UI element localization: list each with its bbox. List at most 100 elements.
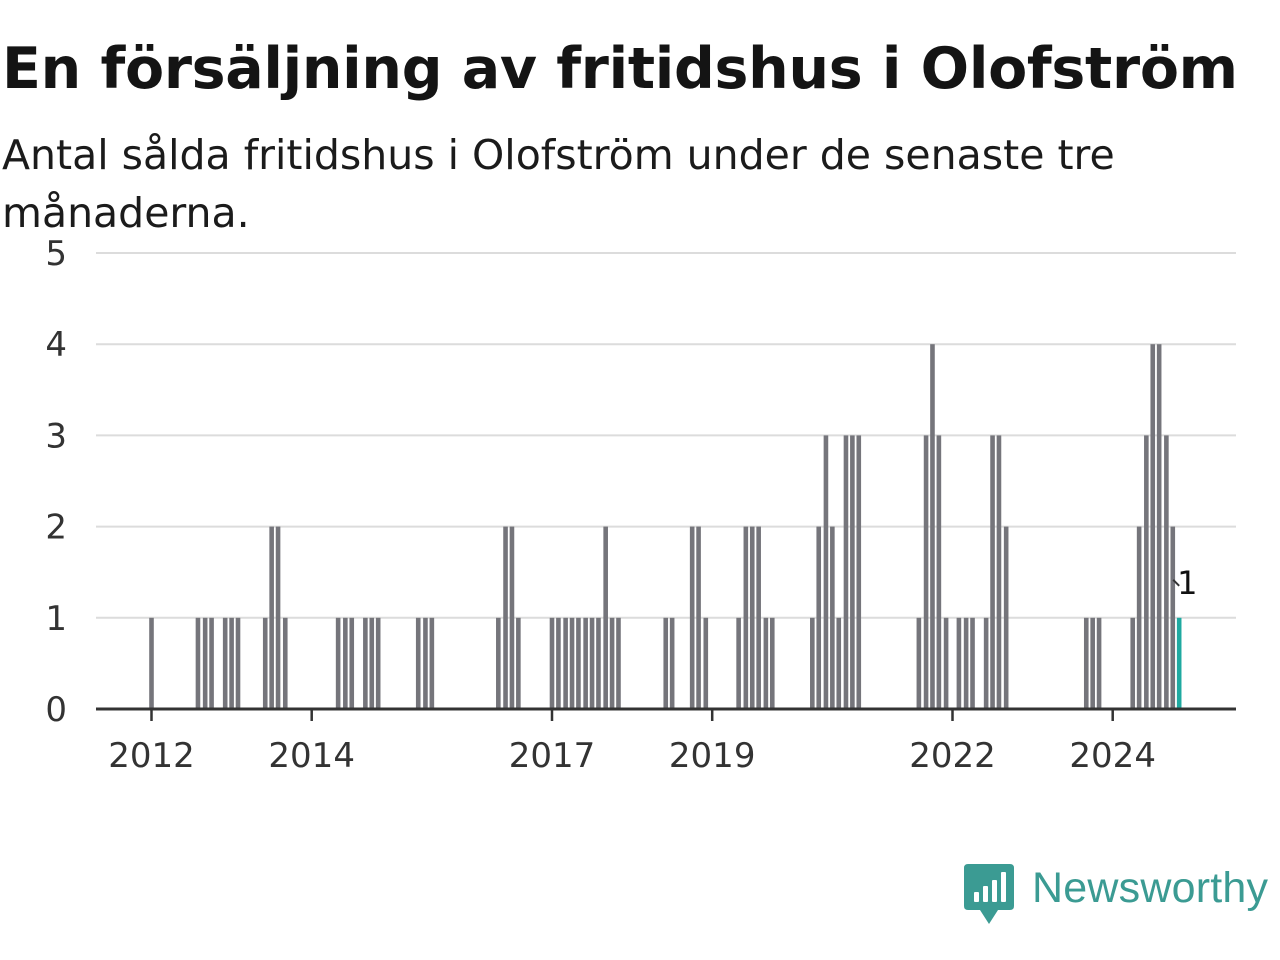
bar	[596, 617, 601, 709]
bar	[556, 617, 561, 709]
bar	[349, 617, 355, 709]
bar	[689, 526, 695, 709]
bar	[836, 617, 842, 709]
bar	[609, 617, 615, 709]
y-tick-label: 3	[45, 416, 67, 456]
x-tick-label: 2014	[268, 736, 355, 776]
x-tick-label: 2022	[909, 736, 996, 776]
bar	[703, 617, 709, 709]
bar	[423, 617, 428, 709]
bar	[235, 617, 241, 709]
bar	[569, 617, 575, 709]
bar	[149, 617, 154, 709]
bar	[1164, 435, 1169, 709]
bar	[843, 435, 849, 709]
bar	[269, 526, 274, 709]
bar	[1130, 617, 1136, 709]
bar	[1136, 526, 1142, 709]
chart-subtitle: Antal sålda fritidshus i Olofström under…	[2, 131, 1115, 237]
bar	[363, 617, 368, 709]
bar	[850, 435, 855, 709]
annotation-pointer	[1172, 579, 1180, 587]
y-tick-label: 5	[45, 234, 67, 274]
bar	[756, 526, 761, 709]
bar	[916, 617, 922, 709]
bar	[743, 526, 749, 709]
bar	[956, 617, 962, 709]
bar	[563, 617, 568, 709]
bar	[262, 617, 268, 709]
brand-name: Newsworthy	[1032, 864, 1269, 912]
x-tick-label: 2019	[669, 736, 756, 776]
bar	[1150, 344, 1156, 709]
bar	[990, 435, 995, 709]
bar	[603, 526, 608, 709]
bar	[589, 617, 595, 709]
bar	[1090, 617, 1095, 709]
bar	[936, 435, 942, 709]
bar	[576, 617, 581, 709]
bar	[369, 617, 375, 709]
gridlines	[96, 252, 1236, 619]
y-tick-label: 2	[45, 508, 67, 548]
bar	[1144, 435, 1149, 709]
y-tick-label: 4	[45, 325, 67, 365]
bar	[1083, 617, 1089, 709]
annotation: 1	[1172, 561, 1201, 605]
bar	[549, 617, 555, 709]
bar	[696, 526, 701, 709]
annotation-label: 1	[1177, 564, 1197, 602]
bar	[1170, 526, 1176, 709]
bar	[275, 526, 281, 709]
bar	[856, 435, 862, 709]
bar	[583, 617, 588, 709]
newsworthy-logo-icon	[964, 864, 1014, 924]
bar	[823, 435, 829, 709]
y-tick-label: 1	[45, 599, 67, 639]
bar	[923, 435, 929, 709]
bar	[1003, 526, 1009, 709]
bar	[616, 617, 621, 709]
bar	[830, 526, 835, 709]
bar	[282, 617, 288, 709]
bars	[149, 344, 1182, 709]
bar	[970, 617, 975, 709]
bar	[816, 526, 822, 709]
bar	[343, 617, 348, 709]
bar	[996, 435, 1002, 709]
bar	[769, 617, 775, 709]
bar	[503, 526, 508, 709]
bar	[763, 617, 769, 709]
brand: Newsworthy	[964, 864, 1268, 926]
bar	[983, 617, 989, 709]
bar	[749, 526, 755, 709]
bar	[195, 617, 201, 709]
y-tick-label: 0	[45, 690, 67, 730]
bar	[516, 617, 521, 709]
chart-title: En försäljning av fritidshus i Olofström	[2, 36, 1238, 102]
bar	[1156, 344, 1162, 709]
bar	[415, 617, 421, 709]
bar	[222, 617, 228, 709]
bar	[509, 526, 515, 709]
x-tick-label: 2012	[108, 736, 195, 776]
bar	[810, 617, 815, 709]
bar	[202, 617, 208, 709]
bar	[736, 617, 741, 709]
x-tick-label: 2024	[1069, 736, 1156, 776]
bar	[335, 617, 341, 709]
bar	[963, 617, 969, 709]
bar	[429, 617, 435, 709]
bar	[943, 617, 949, 709]
bar	[930, 344, 935, 709]
bar	[375, 617, 381, 709]
y-axis-ticks: 0 1 2 3 4 5	[45, 234, 67, 730]
bar-latest	[1176, 617, 1182, 709]
x-axis-ticks: 2012 2014 2017 2019 2022 2024	[108, 709, 1156, 776]
bar	[1096, 617, 1102, 709]
bar	[229, 617, 234, 709]
x-tick-label: 2017	[509, 736, 596, 776]
bar	[663, 617, 669, 709]
bar	[496, 617, 501, 709]
bar-chart: 0 1 2 3 4 5 2012 2014 2017 2019 2022 2024 1	[45, 234, 1236, 776]
